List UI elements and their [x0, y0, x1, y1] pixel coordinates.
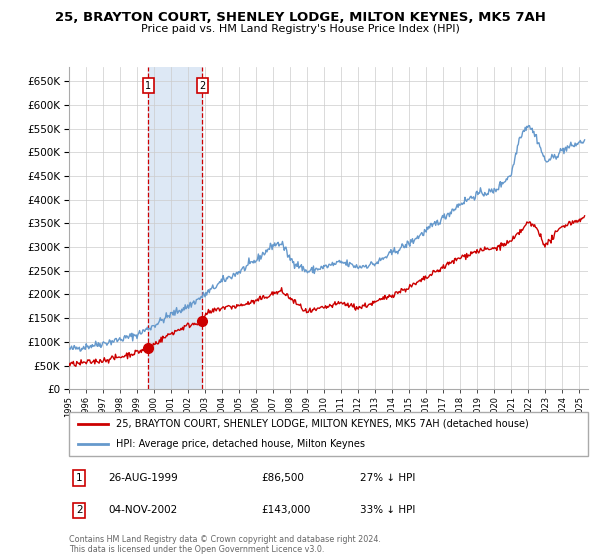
- Text: 1: 1: [145, 81, 151, 91]
- FancyBboxPatch shape: [69, 412, 588, 456]
- Text: 1: 1: [76, 473, 83, 483]
- Text: 25, BRAYTON COURT, SHENLEY LODGE, MILTON KEYNES, MK5 7AH: 25, BRAYTON COURT, SHENLEY LODGE, MILTON…: [55, 11, 545, 24]
- Text: 27% ↓ HPI: 27% ↓ HPI: [359, 473, 415, 483]
- Text: 26-AUG-1999: 26-AUG-1999: [108, 473, 178, 483]
- Text: Price paid vs. HM Land Registry's House Price Index (HPI): Price paid vs. HM Land Registry's House …: [140, 24, 460, 34]
- Text: £143,000: £143,000: [261, 505, 310, 515]
- Text: 25, BRAYTON COURT, SHENLEY LODGE, MILTON KEYNES, MK5 7AH (detached house): 25, BRAYTON COURT, SHENLEY LODGE, MILTON…: [116, 419, 529, 429]
- Text: 04-NOV-2002: 04-NOV-2002: [108, 505, 177, 515]
- Text: 2: 2: [76, 505, 83, 515]
- Text: 2: 2: [199, 81, 206, 91]
- Text: HPI: Average price, detached house, Milton Keynes: HPI: Average price, detached house, Milt…: [116, 439, 365, 449]
- Text: 33% ↓ HPI: 33% ↓ HPI: [359, 505, 415, 515]
- Text: Contains HM Land Registry data © Crown copyright and database right 2024.
This d: Contains HM Land Registry data © Crown c…: [69, 535, 381, 554]
- Bar: [148, 67, 202, 389]
- Text: £86,500: £86,500: [261, 473, 304, 483]
